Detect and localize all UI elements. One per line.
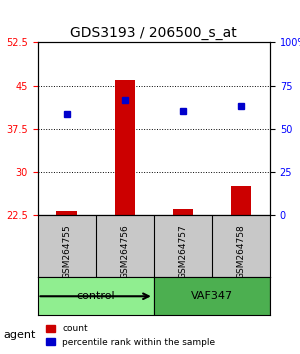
Bar [56,211,77,215]
Text: VAF347: VAF347 [191,291,233,301]
Bar [38,278,154,315]
Text: GSM264757: GSM264757 [178,224,187,279]
Text: control: control [76,291,115,301]
Bar [172,209,193,215]
Bar [154,278,270,315]
Title: GDS3193 / 206500_s_at: GDS3193 / 206500_s_at [70,26,237,40]
Text: GSM264758: GSM264758 [236,224,245,279]
Text: GSM264755: GSM264755 [62,224,71,279]
Text: GSM264756: GSM264756 [120,224,129,279]
Bar [115,80,135,215]
Text: agent: agent [3,330,35,339]
Legend: count, percentile rank within the sample: count, percentile rank within the sample [44,321,218,349]
Bar [231,186,251,215]
